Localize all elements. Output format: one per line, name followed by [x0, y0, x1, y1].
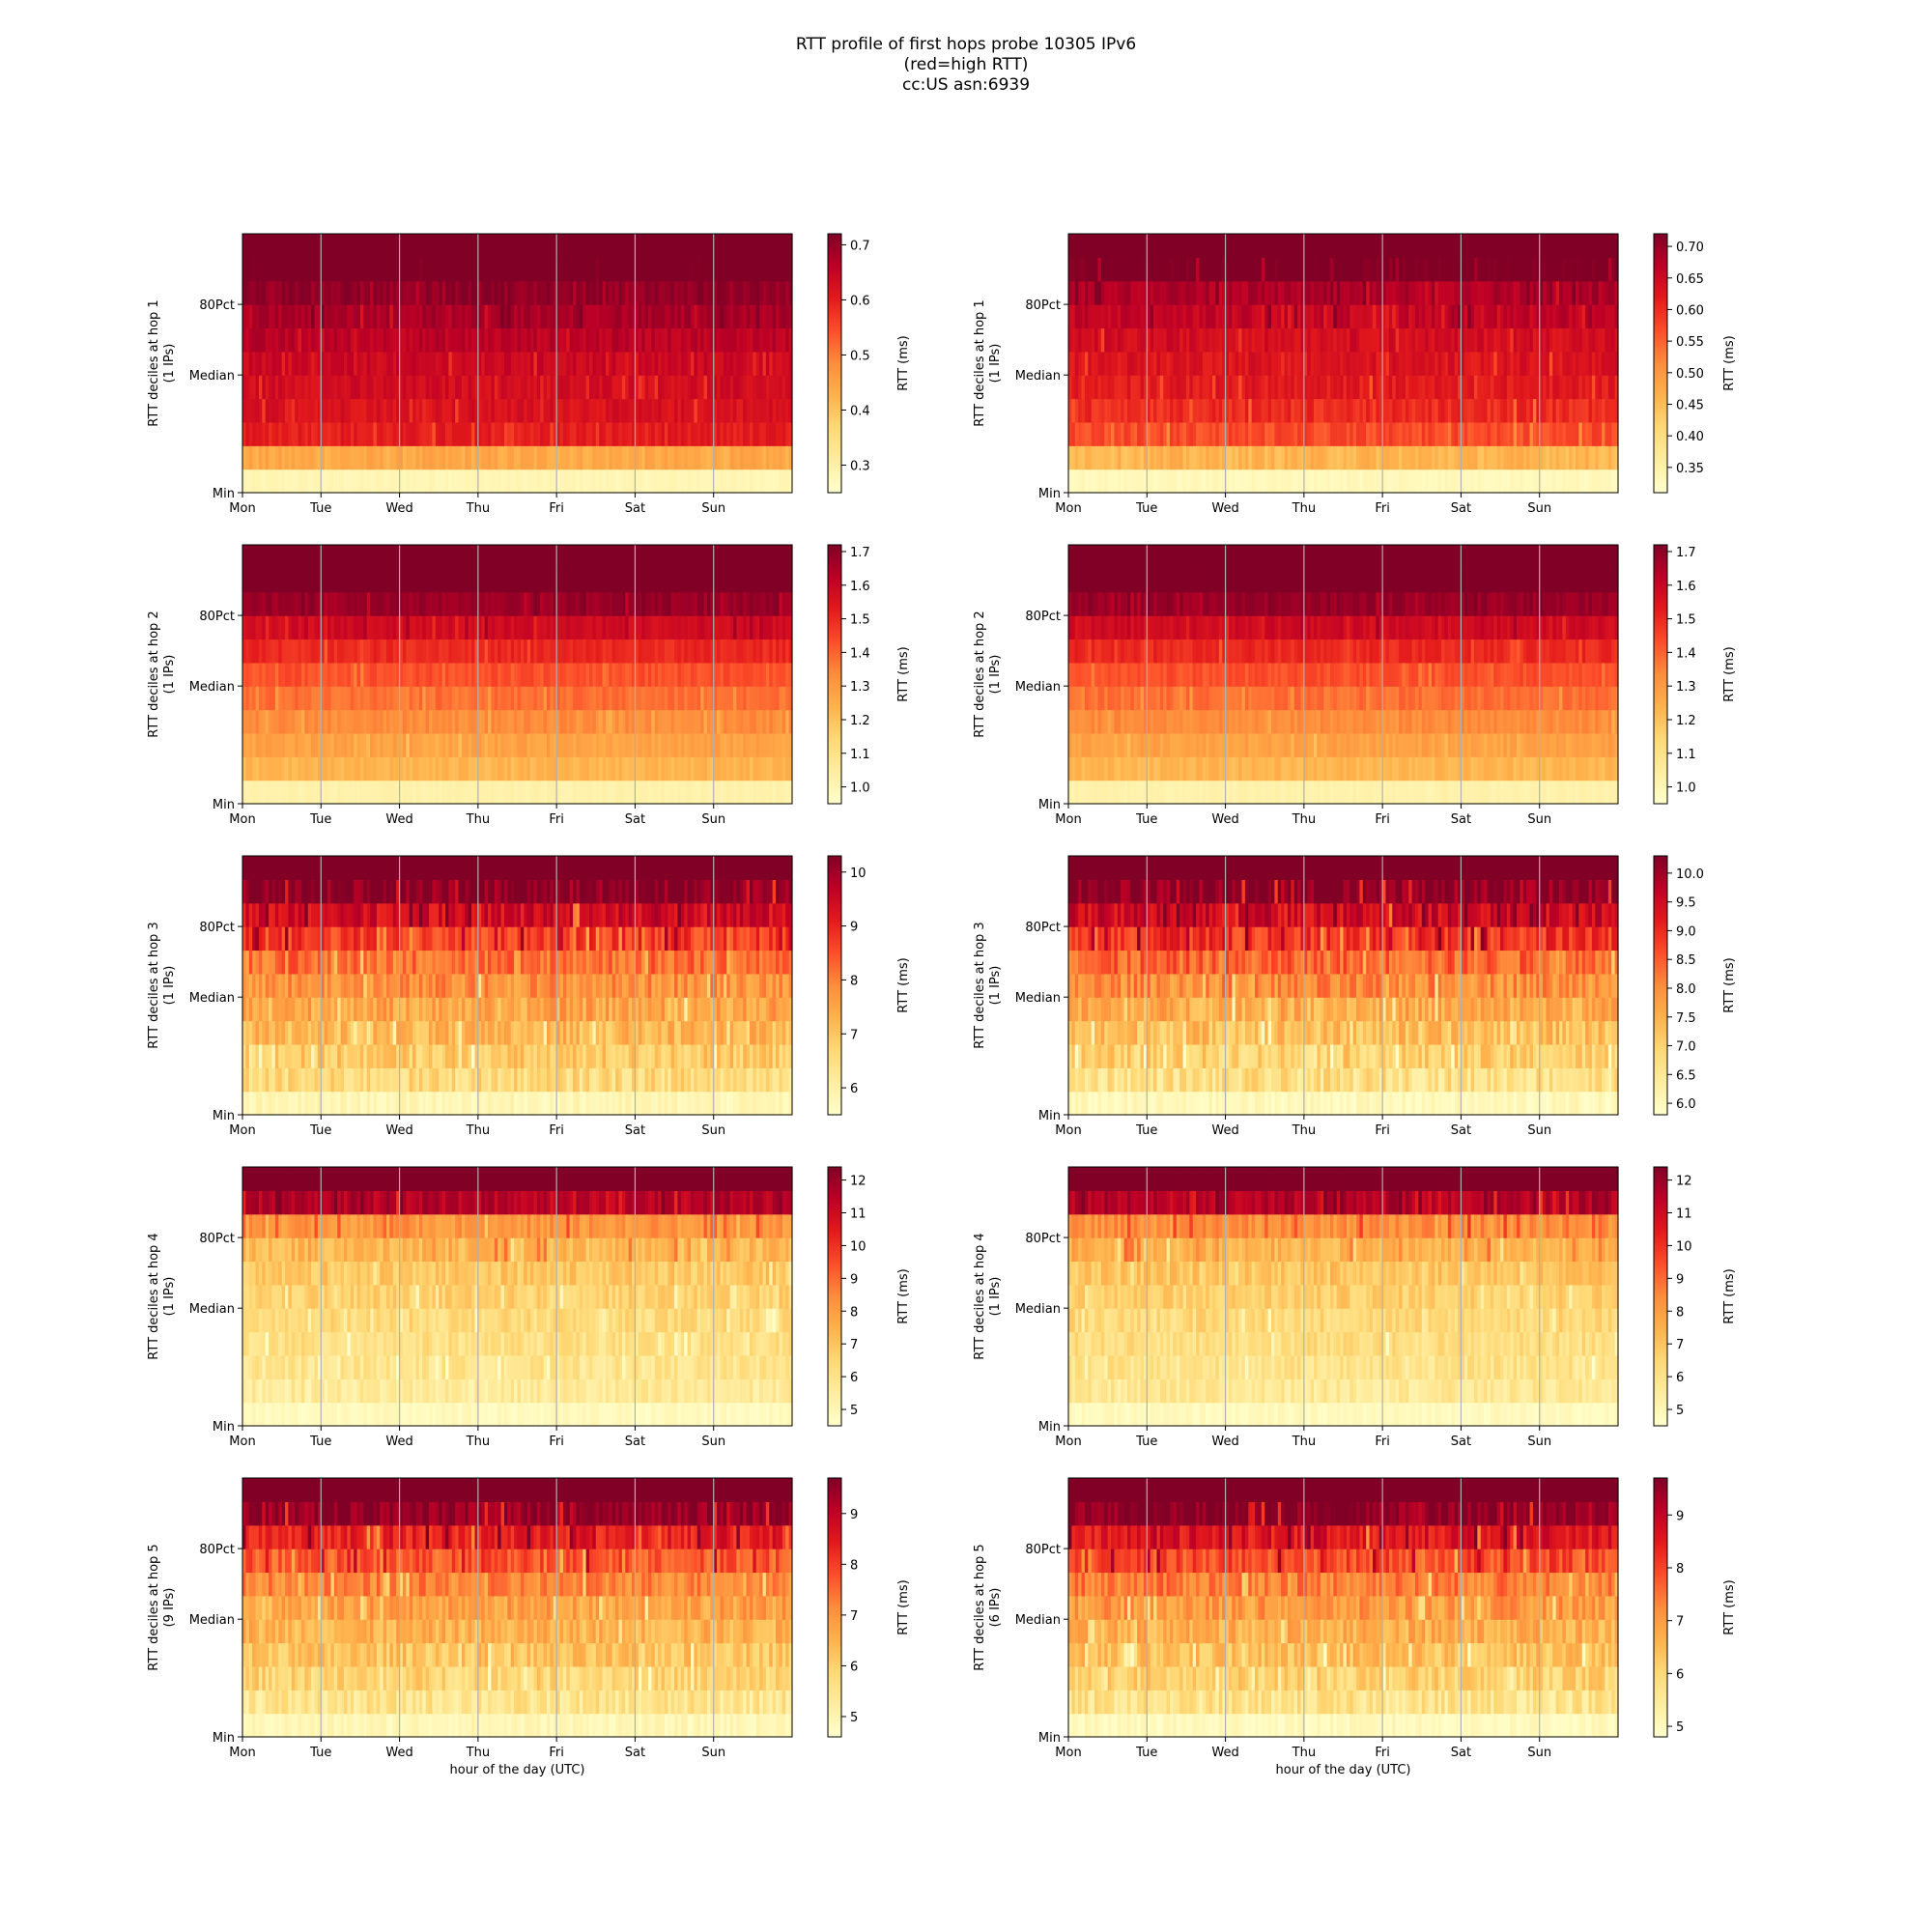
colorbar-tick-label: 0.70 [1676, 241, 1704, 255]
colorbar-tick-label: 0.40 [1676, 430, 1704, 444]
y-tick-label: Min [1038, 487, 1061, 501]
colorbar-tick-label: 0.35 [1676, 462, 1704, 476]
x-tick-label: Wed [1211, 501, 1238, 516]
colorbar-label: RTT (ms) [896, 335, 911, 390]
colorbar-tick-label: 0.6 [850, 294, 870, 308]
x-tick-label: Thu [466, 501, 490, 516]
colorbar-label: RTT (ms) [1722, 335, 1737, 390]
x-tick-label: Fri [549, 501, 564, 516]
colorbar [1654, 234, 1667, 493]
colorbar [828, 234, 841, 493]
y-axis-label: RTT deciles at hop 1 [973, 299, 987, 426]
x-tick-label: Tue [309, 501, 331, 516]
y-axis-label: RTT deciles at hop 1 [147, 299, 161, 426]
y-axis-sublabel: (1 IPs) [988, 344, 1003, 384]
x-tick-label: Sat [1451, 501, 1471, 516]
x-tick-label: Mon [1055, 501, 1081, 516]
x-tick-label: Sun [701, 501, 725, 516]
colorbar-tick-label: 0.60 [1676, 303, 1704, 318]
y-tick-label: 80Pct [199, 298, 235, 313]
heatmap-panel-hop1-left: Mon Tue Wed Thu Fri Sat Sun Min Median 80Pct RTT d… [147, 234, 911, 516]
colorbar-tick-label: 0.5 [850, 349, 870, 363]
heatmap-panel-hop1-right: Mon Tue Wed Thu Fri Sat Sun Min Median 80Pct RTT d… [973, 234, 1737, 516]
colorbar-tick-label: 0.65 [1676, 272, 1704, 287]
colorbar-tick-label: 0.7 [850, 239, 870, 253]
colorbar-tick-label: 0.45 [1676, 398, 1704, 412]
colorbar-tick-label: 0.55 [1676, 335, 1704, 350]
y-tick-label: Median [189, 369, 235, 384]
x-tick-label: Thu [1292, 501, 1316, 516]
colorbar-tick-label: 0.4 [850, 404, 870, 418]
x-tick-label: Mon [229, 501, 255, 516]
y-axis-sublabel: (1 IPs) [162, 344, 177, 384]
x-tick-label: Sat [625, 501, 645, 516]
x-tick-label: Tue [1135, 501, 1157, 516]
colorbar-tick-label: 0.50 [1676, 367, 1704, 382]
y-tick-label: Min [213, 487, 235, 501]
x-tick-label: Wed [385, 501, 412, 516]
y-tick-label: Median [1015, 369, 1061, 384]
x-tick-label: Fri [1375, 501, 1390, 516]
colorbar-tick-label: 0.3 [850, 459, 870, 473]
y-tick-label: 80Pct [1025, 298, 1061, 313]
x-tick-label: Sun [1527, 501, 1551, 516]
